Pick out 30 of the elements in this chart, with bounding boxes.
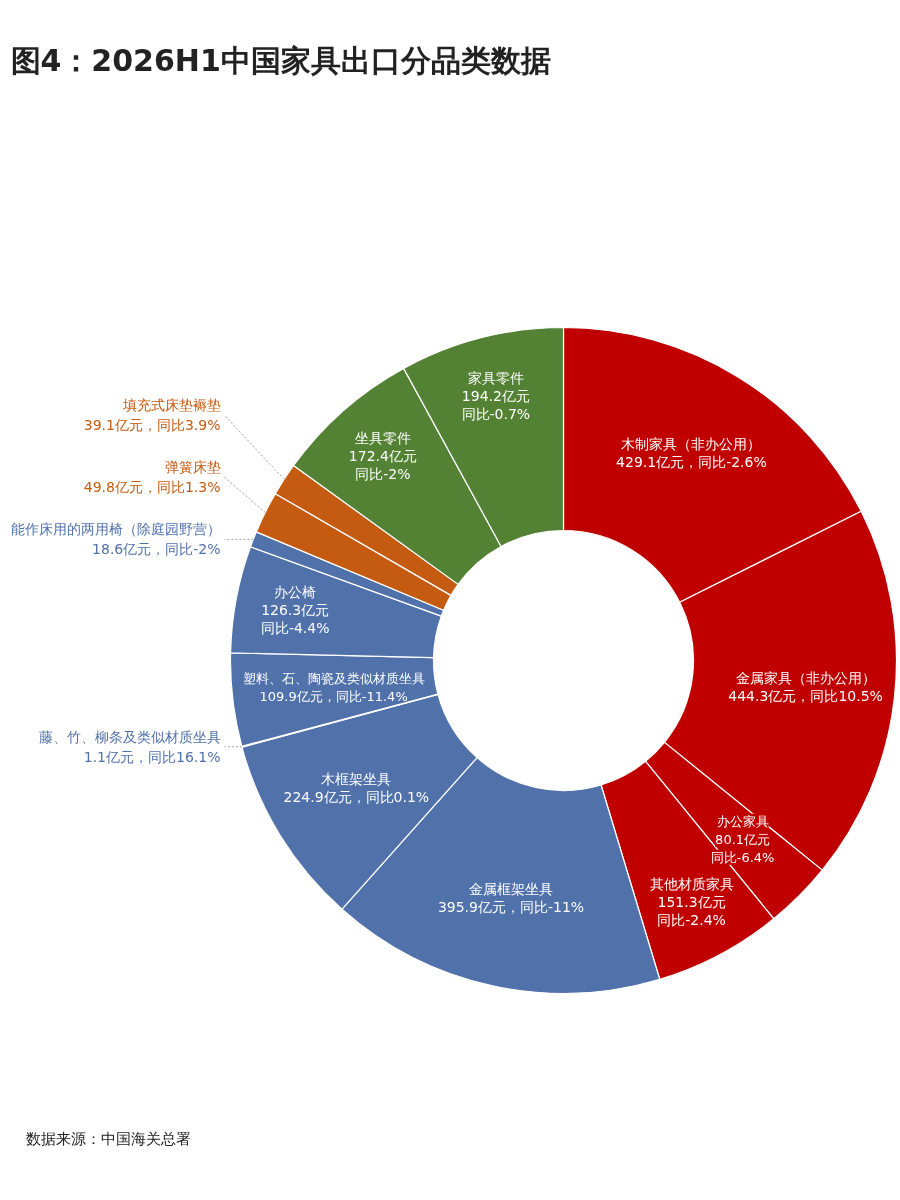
chart-title: 图4：2026H1中国家具出口分品类数据 [10,43,551,78]
data-label: 429.1亿元，同比-2.6% [616,454,767,471]
slice-label: 藤、竹、柳条及类似材质坐具 [38,728,221,745]
data-label: 1.1亿元，同比16.1% [83,748,221,765]
data-label: 80.1亿元同比-6.4% [710,831,775,865]
legend-label: 其他材质家具 [649,875,734,892]
slice-label: 弹簧床垫 [164,459,221,476]
slice-label: 坐具零件 [354,429,411,446]
slice-label: 木框架坐具 [321,771,392,788]
data-label: 126.3亿元同比-4.4% [260,602,330,637]
data-label: 39.1亿元，同比3.9% [83,417,221,434]
slice-label: 能作床用的两用椅（除庭园野营） [10,521,221,538]
data-label: 151.3亿元同比-2.4% [657,893,726,928]
data-label: 194.2亿元同比-0.7% [461,388,531,423]
data-label: 109.9亿元，同比-11.4% [259,689,408,705]
slice-label: 金属框架坐具 [469,881,554,898]
slice-label: 填充式床垫褥垫 [121,397,221,414]
data-label: 49.8亿元，同比1.3% [83,479,221,496]
data-label: 18.6亿元，同比-2% [92,541,221,558]
slice-label: 塑料、石、陶瓷及类似材质坐具 [242,671,425,687]
data-label: 224.9亿元，同比0.1% [283,789,430,806]
slice-label: 木制家具（非办公用） [621,436,762,453]
slice-label: 办公椅 [274,584,317,601]
source-note: 数据来源：中国海关总署 [25,1129,191,1148]
slice-label: 金属家具（非办公用） [735,669,876,686]
slice-label: 家具零件 [467,370,524,387]
slice-label: 办公家具 [716,813,769,829]
data-label: 444.3亿元，同比10.5% [728,687,883,704]
data-label: 172.4亿元同比-2% [348,447,417,482]
data-label: 395.9亿元，同比-11% [437,899,585,916]
